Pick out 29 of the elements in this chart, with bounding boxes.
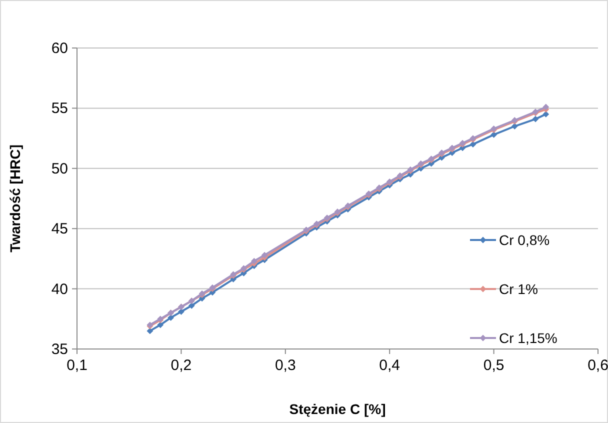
- point: [542, 104, 550, 110]
- point: [490, 131, 497, 138]
- point: [511, 123, 518, 130]
- point: [168, 314, 174, 321]
- y-axis-title: Twardość [HRC]: [7, 144, 23, 252]
- point: [178, 308, 184, 315]
- legend-label: Cr 0,8%: [499, 232, 550, 248]
- y-tick-label: 40: [51, 280, 68, 298]
- legend-label: Cr 1%: [499, 281, 538, 297]
- y-tick-label: 55: [51, 100, 68, 118]
- y-tick-label: 50: [51, 160, 68, 178]
- x-tick-label: 0,6: [588, 357, 608, 374]
- y-tick-label: 60: [51, 40, 68, 57]
- y-tick-label: 45: [51, 220, 68, 238]
- point: [146, 328, 154, 334]
- point: [157, 322, 164, 328]
- x-tick-label: 0,2: [170, 357, 192, 374]
- point: [542, 111, 550, 118]
- legend-label: Cr 1,15%: [499, 330, 558, 346]
- x-tick-label: 0,5: [483, 357, 504, 374]
- x-tick-label: 0,3: [274, 357, 296, 374]
- point: [261, 252, 268, 258]
- y-tick-label: 35: [51, 341, 68, 358]
- x-tick-label: 0,4: [379, 357, 400, 374]
- x-axis-title: Stężenie C [%]: [289, 401, 386, 417]
- point: [250, 258, 258, 264]
- point: [532, 116, 539, 122]
- point: [470, 141, 476, 148]
- x-tick-label: 0,1: [66, 357, 88, 374]
